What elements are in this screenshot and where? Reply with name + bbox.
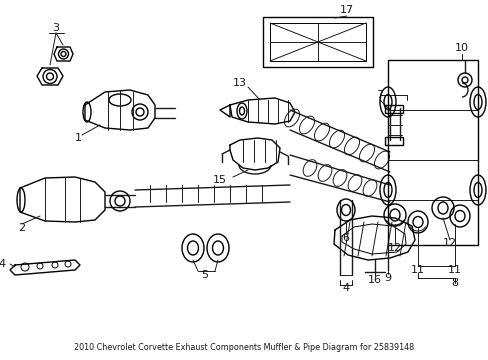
Text: 10: 10 bbox=[454, 43, 468, 53]
Text: 11: 11 bbox=[447, 265, 461, 275]
Text: 13: 13 bbox=[232, 78, 246, 88]
Text: 17: 17 bbox=[339, 5, 353, 15]
Text: 5: 5 bbox=[201, 270, 208, 280]
Text: 2010 Chevrolet Corvette Exhaust Components Muffler & Pipe Diagram for 25839148: 2010 Chevrolet Corvette Exhaust Componen… bbox=[74, 343, 413, 352]
Text: 15: 15 bbox=[213, 175, 226, 185]
Text: 2: 2 bbox=[19, 223, 25, 233]
Text: 12: 12 bbox=[442, 238, 456, 248]
Bar bbox=[263, 17, 372, 67]
Bar bbox=[384, 105, 402, 113]
Bar bbox=[269, 23, 365, 61]
Text: 8: 8 bbox=[450, 278, 458, 288]
Text: 4: 4 bbox=[342, 283, 349, 293]
Bar bbox=[387, 60, 477, 245]
Text: 6: 6 bbox=[342, 233, 349, 243]
Text: 14: 14 bbox=[0, 259, 7, 269]
Text: 11: 11 bbox=[410, 265, 424, 275]
Text: 12: 12 bbox=[387, 243, 401, 253]
Text: 3: 3 bbox=[52, 23, 60, 33]
Text: 16: 16 bbox=[367, 275, 381, 285]
Bar bbox=[384, 137, 402, 145]
Text: 7: 7 bbox=[376, 90, 383, 100]
Text: 1: 1 bbox=[74, 133, 81, 143]
Text: 9: 9 bbox=[384, 273, 391, 283]
